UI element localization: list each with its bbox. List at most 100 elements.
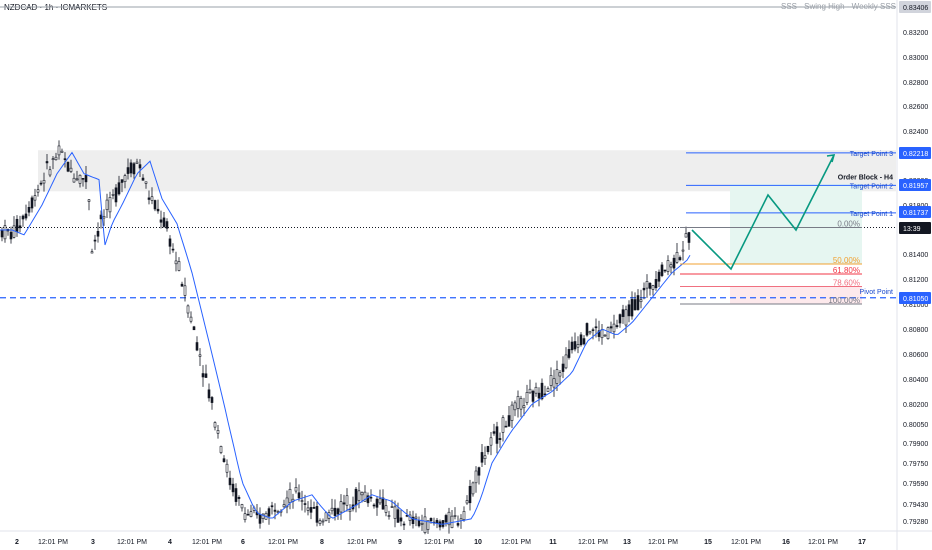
- candle-body: [30, 197, 34, 209]
- candle-body: [51, 158, 55, 160]
- candle-body: [207, 389, 211, 399]
- price-badge-bg: [899, 206, 931, 218]
- pivot-point-label: Pivot Point: [860, 289, 894, 296]
- candle-body: [393, 506, 397, 519]
- candle-body: [606, 327, 610, 340]
- candle-body: [645, 281, 649, 289]
- candle-body: [636, 295, 640, 310]
- candle-body: [621, 309, 625, 317]
- candle-body: [0, 229, 4, 238]
- candle-body: [372, 504, 376, 507]
- price-badge-bg: [899, 179, 931, 191]
- candle-body: [543, 393, 547, 396]
- candle-body: [381, 497, 385, 510]
- candle-body: [615, 325, 619, 328]
- candle-body: [387, 515, 391, 517]
- x-tick-label: 4: [168, 539, 172, 546]
- candle-body: [462, 511, 466, 520]
- candle-body: [240, 504, 244, 509]
- candles: [0, 140, 691, 535]
- candle-body: [102, 216, 106, 219]
- candle-body: [390, 506, 394, 508]
- candle-body: [261, 513, 265, 519]
- price-badge-bg: [899, 147, 931, 159]
- candle-body: [573, 341, 577, 350]
- candle-body: [522, 405, 526, 409]
- order-block-label: Order Block - H4: [838, 174, 893, 181]
- x-tick-label: 12:01 PM: [808, 539, 838, 546]
- candle-body: [564, 354, 568, 369]
- candle-body: [117, 182, 121, 195]
- candle-body: [402, 523, 406, 526]
- candle-body: [642, 287, 646, 291]
- candle-body: [24, 213, 28, 219]
- candle-body: [456, 523, 460, 526]
- candle-body: [93, 239, 97, 242]
- candle-body: [318, 520, 322, 524]
- candle-body: [81, 178, 85, 180]
- candle-body: [567, 349, 571, 358]
- candle-body: [426, 520, 430, 530]
- y-tick-label: 0.81400: [903, 252, 928, 259]
- candle-body: [96, 230, 100, 237]
- y-tick-label: 0.79590: [903, 481, 928, 488]
- y-tick-label: 0.82600: [903, 104, 928, 111]
- candle-body: [594, 326, 598, 329]
- candle-body: [267, 508, 271, 517]
- x-tick-label: 17: [858, 539, 866, 546]
- candle-body: [639, 299, 643, 303]
- candle-body: [84, 175, 88, 183]
- candle-body: [468, 485, 472, 504]
- candle-body: [57, 145, 61, 156]
- candle-body: [333, 507, 337, 516]
- projection-arrow: [826, 154, 836, 163]
- candle-body: [324, 512, 328, 522]
- candle-body: [534, 386, 538, 394]
- x-tick-label: 12:01 PM: [268, 539, 298, 546]
- candle-body: [300, 500, 304, 502]
- candle-body: [549, 375, 553, 386]
- candle-body: [150, 196, 154, 201]
- x-tick-label: 12:01 PM: [501, 539, 531, 546]
- x-tick-label: 10: [474, 539, 482, 546]
- y-tick-label: 0.82400: [903, 129, 928, 136]
- y-tick-label: 0.80400: [903, 377, 928, 384]
- target-1-label: Target Point 1: [850, 211, 893, 218]
- x-tick-label: 12:01 PM: [347, 539, 377, 546]
- candle-body: [339, 501, 343, 513]
- fib-label-4: 100.00%: [828, 296, 860, 305]
- candle-body: [129, 162, 133, 174]
- candle-body: [201, 373, 205, 378]
- candle-body: [222, 458, 226, 462]
- x-tick-label: 12:01 PM: [578, 539, 608, 546]
- candle-body: [447, 511, 451, 526]
- candle-body: [537, 392, 541, 399]
- y-tick-label: 0.81200: [903, 277, 928, 284]
- candle-body: [552, 378, 556, 388]
- y-tick-label: 0.79430: [903, 502, 928, 509]
- candle-body: [228, 477, 232, 486]
- candle-body: [345, 495, 349, 506]
- candle-body: [648, 282, 652, 289]
- candle-body: [531, 390, 535, 402]
- candle-body: [219, 446, 223, 453]
- candle-body: [369, 496, 373, 499]
- candle-body: [414, 516, 418, 519]
- candle-body: [237, 497, 241, 499]
- y-tick-label: 0.83200: [903, 30, 928, 37]
- candle-body: [570, 341, 574, 351]
- candle-body: [21, 215, 25, 220]
- candle-body: [654, 279, 658, 289]
- projection-path: [691, 154, 835, 271]
- candle-body: [153, 200, 157, 210]
- x-tick-label: 12:01 PM: [192, 539, 222, 546]
- x-tick-label: 12:01 PM: [424, 539, 454, 546]
- candle-body: [3, 225, 7, 240]
- candle-body: [678, 257, 682, 261]
- candle-body: [627, 304, 631, 317]
- y-tick-label: 0.83000: [903, 55, 928, 62]
- candle-body: [630, 299, 634, 317]
- candle-body: [36, 189, 40, 193]
